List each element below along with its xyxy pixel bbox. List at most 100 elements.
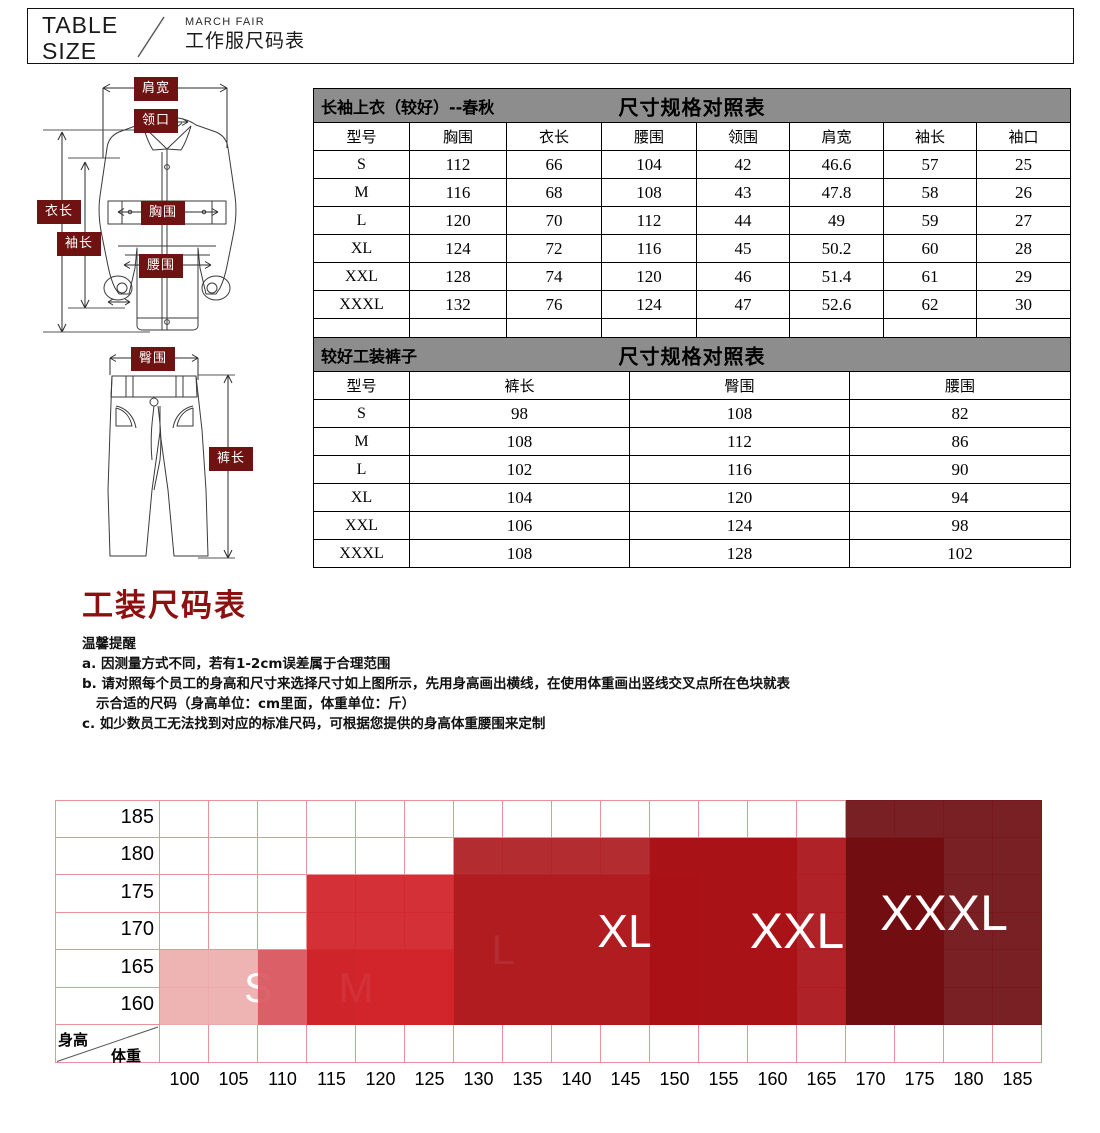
column-header-1: 裤长: [409, 371, 630, 400]
jacket-table-banner-left: 长袖上衣（较好）--春秋: [321, 97, 495, 117]
column-header-3: 腰围: [601, 122, 697, 151]
grid-cell: [160, 912, 209, 950]
cell-value: 60: [883, 234, 977, 263]
slash-divider-icon: [137, 16, 165, 58]
cell-value: 102: [849, 539, 1071, 568]
table-row: XXXL 108 128 102: [313, 539, 1071, 568]
grid-cell: [160, 875, 209, 913]
table-row: M 108 112 86: [313, 427, 1071, 456]
label-waist: 腰围: [140, 255, 183, 277]
grid-cell: [699, 800, 748, 838]
cell-value: 52.6: [789, 290, 884, 319]
table-header-row: 型号 裤长 臀围 腰围: [313, 371, 1071, 400]
cell-value: 104: [601, 150, 697, 179]
grid-cell: [55, 950, 160, 988]
cell-value: 47: [696, 290, 790, 319]
grid-cell: [55, 837, 160, 875]
heatmap-grid: 185 180 175 170 165 160 100 105 110 115 120 125 130 1…: [55, 800, 1042, 1089]
cell-value: 43: [696, 178, 790, 207]
cell-value: 102: [409, 455, 630, 484]
x-axis-tick: 145: [610, 1068, 641, 1089]
label-collar: 领口: [135, 110, 178, 132]
size-block-xxxl[interactable]: [846, 800, 1042, 1025]
cell-value: 74: [506, 262, 602, 291]
cell-value: 128: [629, 539, 850, 568]
cell-value: 120: [409, 206, 507, 235]
cell-value: 108: [601, 178, 697, 207]
grid-cell: [307, 1025, 356, 1063]
x-axis-tick: 185: [1002, 1068, 1033, 1089]
x-axis-tick: 130: [463, 1068, 494, 1089]
column-header-6: 袖长: [883, 122, 977, 151]
grid-cell: [160, 800, 209, 838]
cell-value: 104: [409, 483, 630, 512]
note-a: a. 因测量方式不同，若有1-2cm误差属于合理范围: [82, 656, 391, 672]
cell-value: 51.4: [789, 262, 884, 291]
jacket-table-body: 型号 胸围 衣长 腰围 领围 肩宽 袖长 袖口 S 112 66 104 42 46.6 57 25 M 116 6…: [313, 122, 1071, 347]
grid-cell: [55, 800, 160, 838]
table-row: S 98 108 82: [313, 399, 1071, 428]
label-hip: 臀围: [132, 348, 175, 370]
cell-value: 68: [506, 178, 602, 207]
cell-value: 70: [506, 206, 602, 235]
grid-cell: [895, 1025, 944, 1063]
cell-value: 98: [409, 399, 630, 428]
section-title: 工装尺码表: [82, 588, 247, 624]
cell-size: L: [313, 455, 410, 484]
x-axis-tick: 150: [659, 1068, 690, 1089]
cell-size: XXXL: [313, 290, 410, 319]
grid-cell: [160, 1025, 209, 1063]
cell-value: 106: [409, 511, 630, 540]
size-heatmap-chart: 185 180 175 170 165 160 100 105 110 115 120 125 130 1…: [0, 770, 1100, 1133]
pants-table-banner: 较好工装裤子 尺寸规格对照表: [313, 337, 1071, 372]
cell-size: M: [313, 427, 410, 456]
cell-size: XL: [313, 483, 410, 512]
notes-block: 温馨提醒 a. 因测量方式不同，若有1-2cm误差属于合理范围 b. 请对照每个…: [82, 634, 982, 734]
x-axis-tick: 155: [708, 1068, 739, 1089]
cell-value: 59: [883, 206, 977, 235]
table-row: XXL 106 124 98: [313, 511, 1071, 540]
cell-size: XXL: [313, 511, 410, 540]
cell-value: 42: [696, 150, 790, 179]
grid-cell: [552, 800, 601, 838]
grid-cell: [55, 912, 160, 950]
note-b: b. 请对照每个员工的身高和尺寸来选择尺寸如上图所示，先用身高画出横线，在使用体…: [82, 676, 790, 692]
x-axis-tick: 165: [806, 1068, 837, 1089]
axis-slash-icon: [56, 1026, 159, 1062]
cell-value: 76: [506, 290, 602, 319]
grid-cell: [699, 1025, 748, 1063]
cell-value: 72: [506, 234, 602, 263]
cell-value: 132: [409, 290, 507, 319]
y-axis-tick: 165: [120, 955, 154, 978]
cell-value: 28: [976, 234, 1071, 263]
grid-cell: [209, 837, 258, 875]
cell-value: 66: [506, 150, 602, 179]
header-title-line1: TABLE: [42, 12, 119, 38]
cell-value: 116: [601, 234, 697, 263]
grid-cell: [160, 837, 209, 875]
grid-cell: [209, 800, 258, 838]
cell-value: 45: [696, 234, 790, 263]
grid-cell: [846, 1025, 895, 1063]
table-row: XL 124 72 116 45 50.2 60 28: [313, 234, 1071, 263]
y-axis-tick: 160: [120, 993, 154, 1016]
header-title-en: TABLE SIZE: [42, 12, 118, 64]
jacket-table-banner: 长袖上衣（较好）--春秋 尺寸规格对照表: [313, 88, 1071, 123]
column-header-2: 衣长: [506, 122, 602, 151]
column-header-2: 臀围: [629, 371, 850, 400]
cell-size: M: [313, 178, 410, 207]
column-header-0: 型号: [313, 122, 410, 151]
cell-value: 27: [976, 206, 1071, 235]
label-bust: 胸围: [142, 202, 185, 224]
pants-table-banner-left: 较好工装裤子: [321, 346, 418, 366]
jacket-size-table: 长袖上衣（较好）--春秋 尺寸规格对照表 型号 胸围 衣长 腰围 领围 肩宽 袖长 袖口 S 11…: [313, 88, 1071, 347]
table-row: S 112 66 104 42 46.6 57 25: [313, 150, 1071, 179]
y-axis-title: 身高: [58, 1031, 89, 1049]
cell-size: XL: [313, 234, 410, 263]
header-title-line2: SIZE: [42, 38, 98, 64]
x-axis-tick: 110: [268, 1068, 297, 1089]
grid-cell: [209, 912, 258, 950]
cell-size: S: [313, 399, 410, 428]
pants-size-table: 较好工装裤子 尺寸规格对照表 型号 裤长 臀围 腰围 S 98 108 82 M 108 112 86…: [313, 337, 1071, 568]
grid-cell: [258, 912, 307, 950]
